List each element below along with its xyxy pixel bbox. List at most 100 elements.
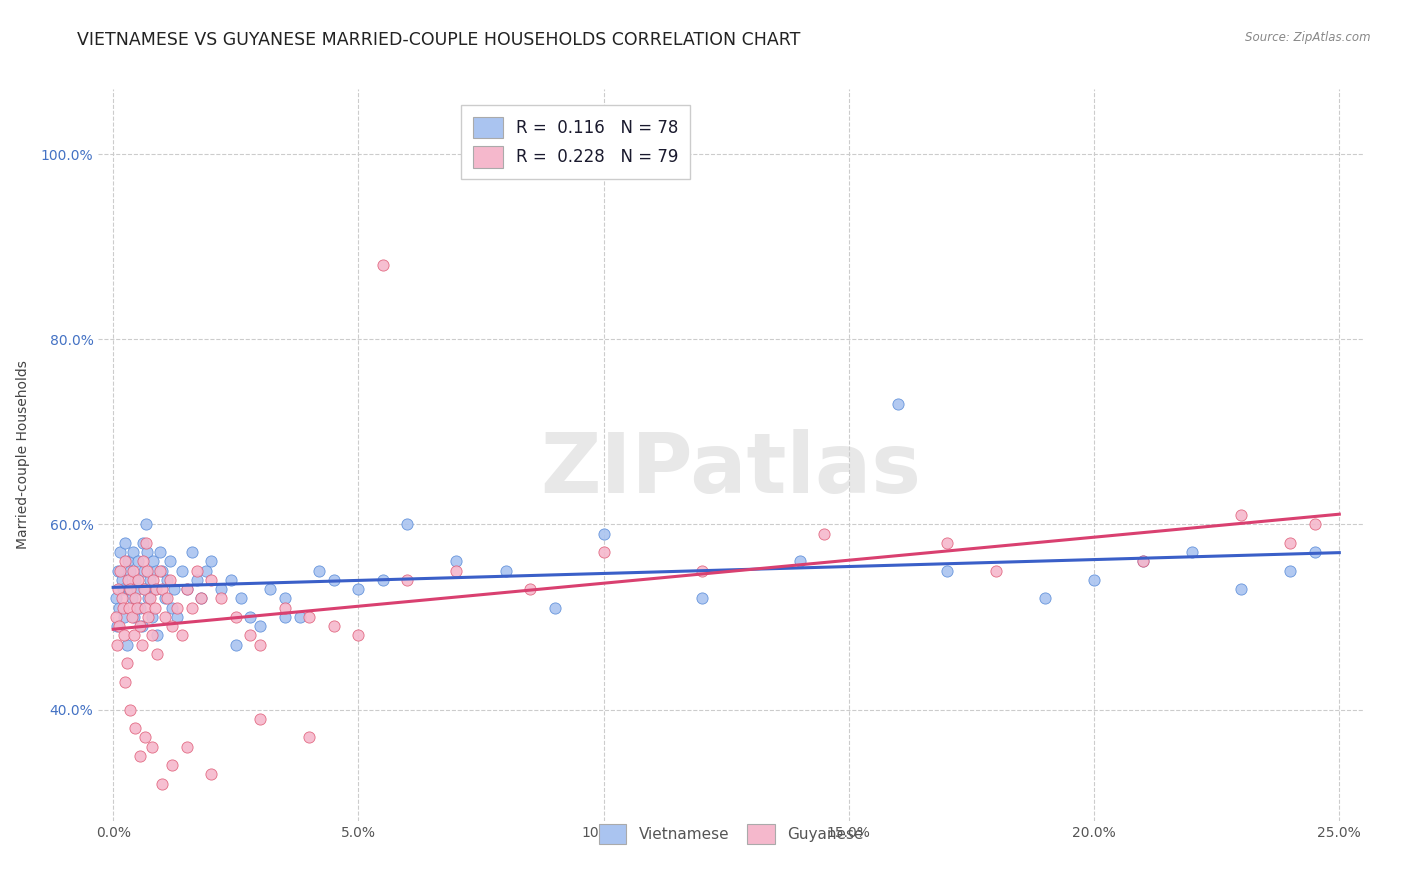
Point (132, 582, 155, 597)
Point (131, 619, 153, 633)
Point (117, 554, 139, 568)
Point (105, 638, 128, 652)
Point (495, 564, 517, 578)
Point (142, 554, 165, 568)
Point (371, 573, 394, 587)
Point (347, 582, 370, 597)
Point (225, 638, 247, 652)
Point (156, 573, 179, 587)
Point (136, 545, 159, 559)
Point (121, 564, 143, 578)
Point (111, 600, 134, 615)
Point (592, 526, 614, 541)
Point (122, 628, 145, 642)
Point (114, 536, 136, 550)
Point (117, 573, 139, 587)
Point (176, 582, 198, 597)
Point (935, 564, 957, 578)
Point (200, 573, 222, 587)
Point (153, 610, 176, 624)
Point (1279, 536, 1302, 550)
Point (209, 591, 232, 606)
Point (132, 564, 155, 578)
Point (139, 573, 162, 587)
Point (396, 573, 419, 587)
Point (396, 517, 419, 532)
Text: ZIPatlas: ZIPatlas (541, 429, 921, 510)
Point (160, 619, 183, 633)
Point (105, 619, 128, 633)
Point (1303, 545, 1326, 559)
Point (138, 591, 160, 606)
Point (371, 258, 394, 272)
Point (118, 600, 141, 615)
Point (176, 739, 198, 754)
Point (111, 582, 134, 597)
Point (110, 545, 132, 559)
Point (108, 619, 131, 633)
Point (519, 582, 541, 597)
Point (166, 600, 188, 615)
Point (145, 582, 167, 597)
Point (249, 619, 271, 633)
Point (170, 628, 193, 642)
Point (129, 600, 152, 615)
Y-axis label: Married-couple Households: Married-couple Households (15, 360, 30, 549)
Point (274, 610, 297, 624)
Point (298, 610, 321, 624)
Point (120, 582, 142, 597)
Point (131, 554, 153, 568)
Point (219, 573, 242, 587)
Point (259, 582, 281, 597)
Point (135, 517, 157, 532)
Point (446, 554, 468, 568)
Point (115, 638, 138, 652)
Point (186, 564, 208, 578)
Point (138, 610, 160, 624)
Point (127, 573, 149, 587)
Point (114, 554, 136, 568)
Point (229, 591, 252, 606)
Point (111, 591, 134, 606)
Point (131, 638, 153, 652)
Point (134, 582, 156, 597)
Point (200, 767, 222, 781)
Point (322, 573, 344, 587)
Point (446, 564, 468, 578)
Point (112, 628, 135, 642)
Point (186, 573, 208, 587)
Point (160, 758, 183, 772)
Point (935, 536, 957, 550)
Point (274, 591, 297, 606)
Point (789, 554, 811, 568)
Point (209, 582, 232, 597)
Point (141, 628, 163, 642)
Point (159, 554, 181, 568)
Point (690, 591, 713, 606)
Point (107, 564, 129, 578)
Point (274, 600, 297, 615)
Point (1132, 554, 1154, 568)
Point (1083, 573, 1105, 587)
Point (146, 628, 169, 642)
Point (104, 610, 127, 624)
Point (813, 526, 835, 541)
Point (200, 554, 222, 568)
Point (690, 564, 713, 578)
Point (239, 610, 262, 624)
Point (288, 610, 311, 624)
Point (136, 564, 159, 578)
Point (124, 591, 146, 606)
Point (543, 600, 565, 615)
Point (249, 712, 271, 726)
Point (112, 610, 135, 624)
Point (1033, 591, 1056, 606)
Point (159, 573, 181, 587)
Point (125, 582, 148, 597)
Point (163, 582, 186, 597)
Point (125, 600, 148, 615)
Point (592, 545, 614, 559)
Point (124, 573, 146, 587)
Text: VIETNAMESE VS GUYANESE MARRIED-COUPLE HOUSEHOLDS CORRELATION CHART: VIETNAMESE VS GUYANESE MARRIED-COUPLE HO… (77, 31, 800, 49)
Point (170, 564, 193, 578)
